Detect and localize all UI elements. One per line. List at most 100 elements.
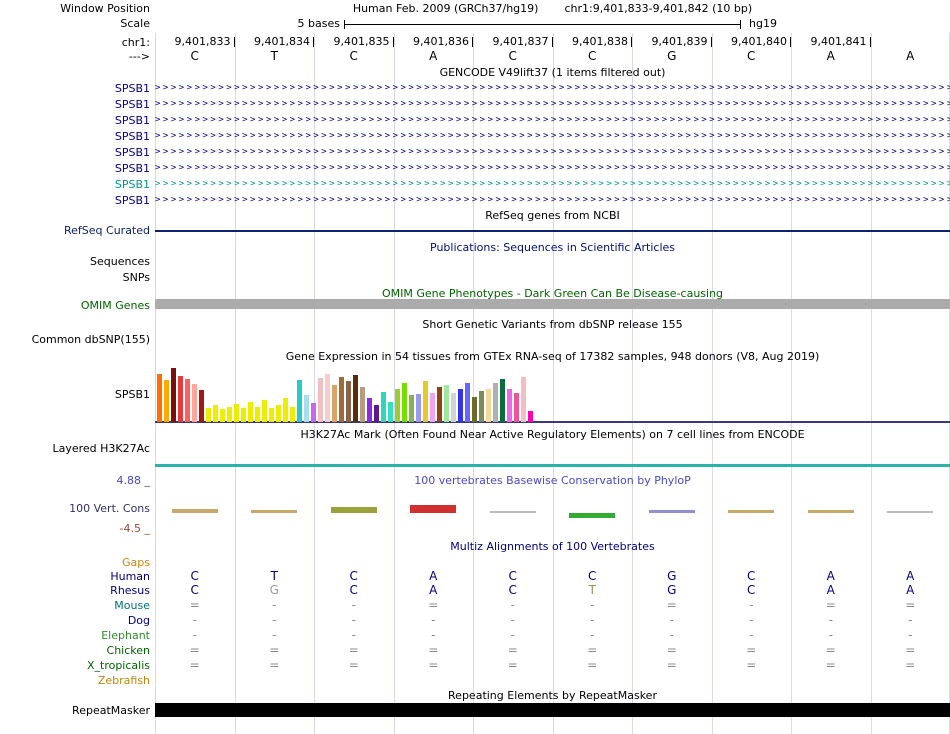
gtex-expression-bar[interactable] xyxy=(507,389,512,422)
gtex-expression-bar[interactable] xyxy=(374,405,379,422)
gtex-expression-bar[interactable] xyxy=(157,374,162,422)
gtex-expression-bar[interactable] xyxy=(458,389,463,422)
gtex-expression-bar[interactable] xyxy=(360,387,365,422)
refseq-curated-item[interactable] xyxy=(155,230,950,232)
gtex-expression-bar[interactable] xyxy=(248,402,253,422)
multiz-species-label[interactable]: Zebrafish xyxy=(97,674,150,687)
h3k27ac-signal[interactable] xyxy=(155,464,950,467)
gtex-expression-bar[interactable] xyxy=(521,377,526,422)
gtex-expression-bar[interactable] xyxy=(430,393,435,422)
gtex-expression-bar[interactable] xyxy=(395,389,400,422)
gencode-item-label[interactable]: SPSB1 xyxy=(114,146,150,159)
gtex-expression-bar[interactable] xyxy=(171,368,176,422)
multiz-species-label[interactable]: Human xyxy=(110,570,150,583)
gtex-expression-bar[interactable] xyxy=(269,408,274,422)
gencode-item[interactable]: >>>>>>>>>>>>>>>>>>>>>>>>>>>>>>>>>>>>>>>>… xyxy=(155,179,950,189)
gencode-item[interactable]: >>>>>>>>>>>>>>>>>>>>>>>>>>>>>>>>>>>>>>>>… xyxy=(155,147,950,157)
gencode-item[interactable]: >>>>>>>>>>>>>>>>>>>>>>>>>>>>>>>>>>>>>>>>… xyxy=(155,131,950,141)
gtex-expression-bar[interactable] xyxy=(409,395,414,422)
gtex-expression-bar[interactable] xyxy=(367,398,372,422)
h3k27ac-track-header: H3K27Ac Mark (Often Found Near Active Re… xyxy=(300,428,805,441)
gtex-expression-bar[interactable] xyxy=(227,407,232,422)
gtex-expression-bar[interactable] xyxy=(500,379,505,422)
gtex-expression-bar[interactable] xyxy=(262,400,267,422)
repeatmasker-label[interactable]: RepeatMasker xyxy=(72,704,150,717)
gtex-expression-bar[interactable] xyxy=(234,404,239,422)
gtex-expression-bar[interactable] xyxy=(346,381,351,422)
multiz-species-label[interactable]: Chicken xyxy=(106,644,150,657)
gencode-item-label[interactable]: SPSB1 xyxy=(114,162,150,175)
gtex-expression-bar[interactable] xyxy=(416,394,421,422)
gencode-item[interactable]: >>>>>>>>>>>>>>>>>>>>>>>>>>>>>>>>>>>>>>>>… xyxy=(155,99,950,109)
gtex-expression-bar[interactable] xyxy=(423,381,428,422)
gtex-expression-bar[interactable] xyxy=(206,408,211,422)
gencode-item-label[interactable]: SPSB1 xyxy=(114,98,150,111)
gtex-expression-bar[interactable] xyxy=(290,407,295,422)
multiz-species-label[interactable]: Elephant xyxy=(101,629,150,642)
gtex-expression-bar[interactable] xyxy=(276,405,281,422)
gtex-expression-bar[interactable] xyxy=(339,377,344,422)
multiz-species-label[interactable]: X_tropicalis xyxy=(86,659,150,672)
multiz-cell: = xyxy=(507,658,518,672)
gtex-expression-bar[interactable] xyxy=(479,391,484,422)
gtex-expression-bar[interactable] xyxy=(514,393,519,422)
gtex-expression-bar[interactable] xyxy=(318,378,323,422)
gencode-item-label[interactable]: SPSB1 xyxy=(114,82,150,95)
multiz-cell: = xyxy=(348,643,359,657)
gencode-item[interactable]: >>>>>>>>>>>>>>>>>>>>>>>>>>>>>>>>>>>>>>>>… xyxy=(155,83,950,93)
gencode-item-label[interactable]: SPSB1 xyxy=(114,130,150,143)
gtex-expression-bar[interactable] xyxy=(465,383,470,422)
snps-track-label[interactable]: SNPs xyxy=(122,271,150,284)
gtex-expression-bar[interactable] xyxy=(185,379,190,422)
gencode-item[interactable]: >>>>>>>>>>>>>>>>>>>>>>>>>>>>>>>>>>>>>>>>… xyxy=(155,195,950,205)
gtex-expression-bar[interactable] xyxy=(255,407,260,422)
multiz-cell: - xyxy=(590,613,595,627)
gtex-expression-bar[interactable] xyxy=(199,390,204,422)
refseq-curated-label[interactable]: RefSeq Curated xyxy=(64,224,150,237)
gtex-expression-bar[interactable] xyxy=(283,398,288,422)
gtex-expression-bar[interactable] xyxy=(241,408,246,422)
gtex-expression-bar[interactable] xyxy=(178,376,183,422)
gtex-expression-bar[interactable] xyxy=(472,397,477,422)
gtex-expression-bar[interactable] xyxy=(304,395,309,422)
gtex-expression-bar[interactable] xyxy=(220,409,225,422)
multiz-species-label[interactable]: Dog xyxy=(127,614,150,627)
gencode-item[interactable]: >>>>>>>>>>>>>>>>>>>>>>>>>>>>>>>>>>>>>>>>… xyxy=(155,115,950,125)
multiz-species-label[interactable]: Rhesus xyxy=(110,584,150,597)
repeatmasker-item[interactable] xyxy=(155,703,950,717)
multiz-cell: - xyxy=(749,628,754,642)
h3k27ac-track-label[interactable]: Layered H3K27Ac xyxy=(52,442,150,455)
gtex-expression-bar[interactable] xyxy=(192,384,197,422)
conservation-track-label[interactable]: 100 Vert. Cons xyxy=(69,502,150,515)
multiz-cell: = xyxy=(428,598,439,612)
gtex-expression-bar[interactable] xyxy=(213,405,218,422)
gtex-expression-bar[interactable] xyxy=(451,393,456,422)
gtex-expression-bar[interactable] xyxy=(297,380,302,422)
gtex-expression-bar[interactable] xyxy=(444,385,449,422)
gencode-item[interactable]: >>>>>>>>>>>>>>>>>>>>>>>>>>>>>>>>>>>>>>>>… xyxy=(155,163,950,173)
gtex-expression-bar[interactable] xyxy=(528,411,533,422)
guideline xyxy=(234,33,236,734)
gtex-expression-bar[interactable] xyxy=(164,380,169,422)
gencode-item-label[interactable]: SPSB1 xyxy=(114,114,150,127)
gtex-expression-bar[interactable] xyxy=(402,383,407,422)
gtex-expression-bar[interactable] xyxy=(388,402,393,422)
gtex-expression-bar[interactable] xyxy=(311,403,316,422)
multiz-species-label[interactable]: Gaps xyxy=(122,556,150,569)
gencode-item-label[interactable]: SPSB1 xyxy=(114,194,150,207)
gtex-gene-label[interactable]: SPSB1 xyxy=(114,388,150,401)
sequences-track-label[interactable]: Sequences xyxy=(90,255,150,268)
multiz-species-label[interactable]: Mouse xyxy=(114,599,150,612)
omim-genes-label[interactable]: OMIM Genes xyxy=(80,299,150,312)
gtex-expression-bar[interactable] xyxy=(353,375,358,422)
gencode-item-label[interactable]: SPSB1 xyxy=(114,178,150,191)
gtex-expression-bar[interactable] xyxy=(325,374,330,422)
gtex-expression-bar[interactable] xyxy=(493,383,498,422)
gtex-expression-bar[interactable] xyxy=(486,389,491,422)
gtex-expression-bar[interactable] xyxy=(437,387,442,422)
gtex-expression-bar[interactable] xyxy=(332,385,337,422)
dbsnp-track-label[interactable]: Common dbSNP(155) xyxy=(31,333,150,346)
gtex-expression-bar[interactable] xyxy=(381,392,386,422)
omim-genes-item[interactable] xyxy=(155,299,950,309)
